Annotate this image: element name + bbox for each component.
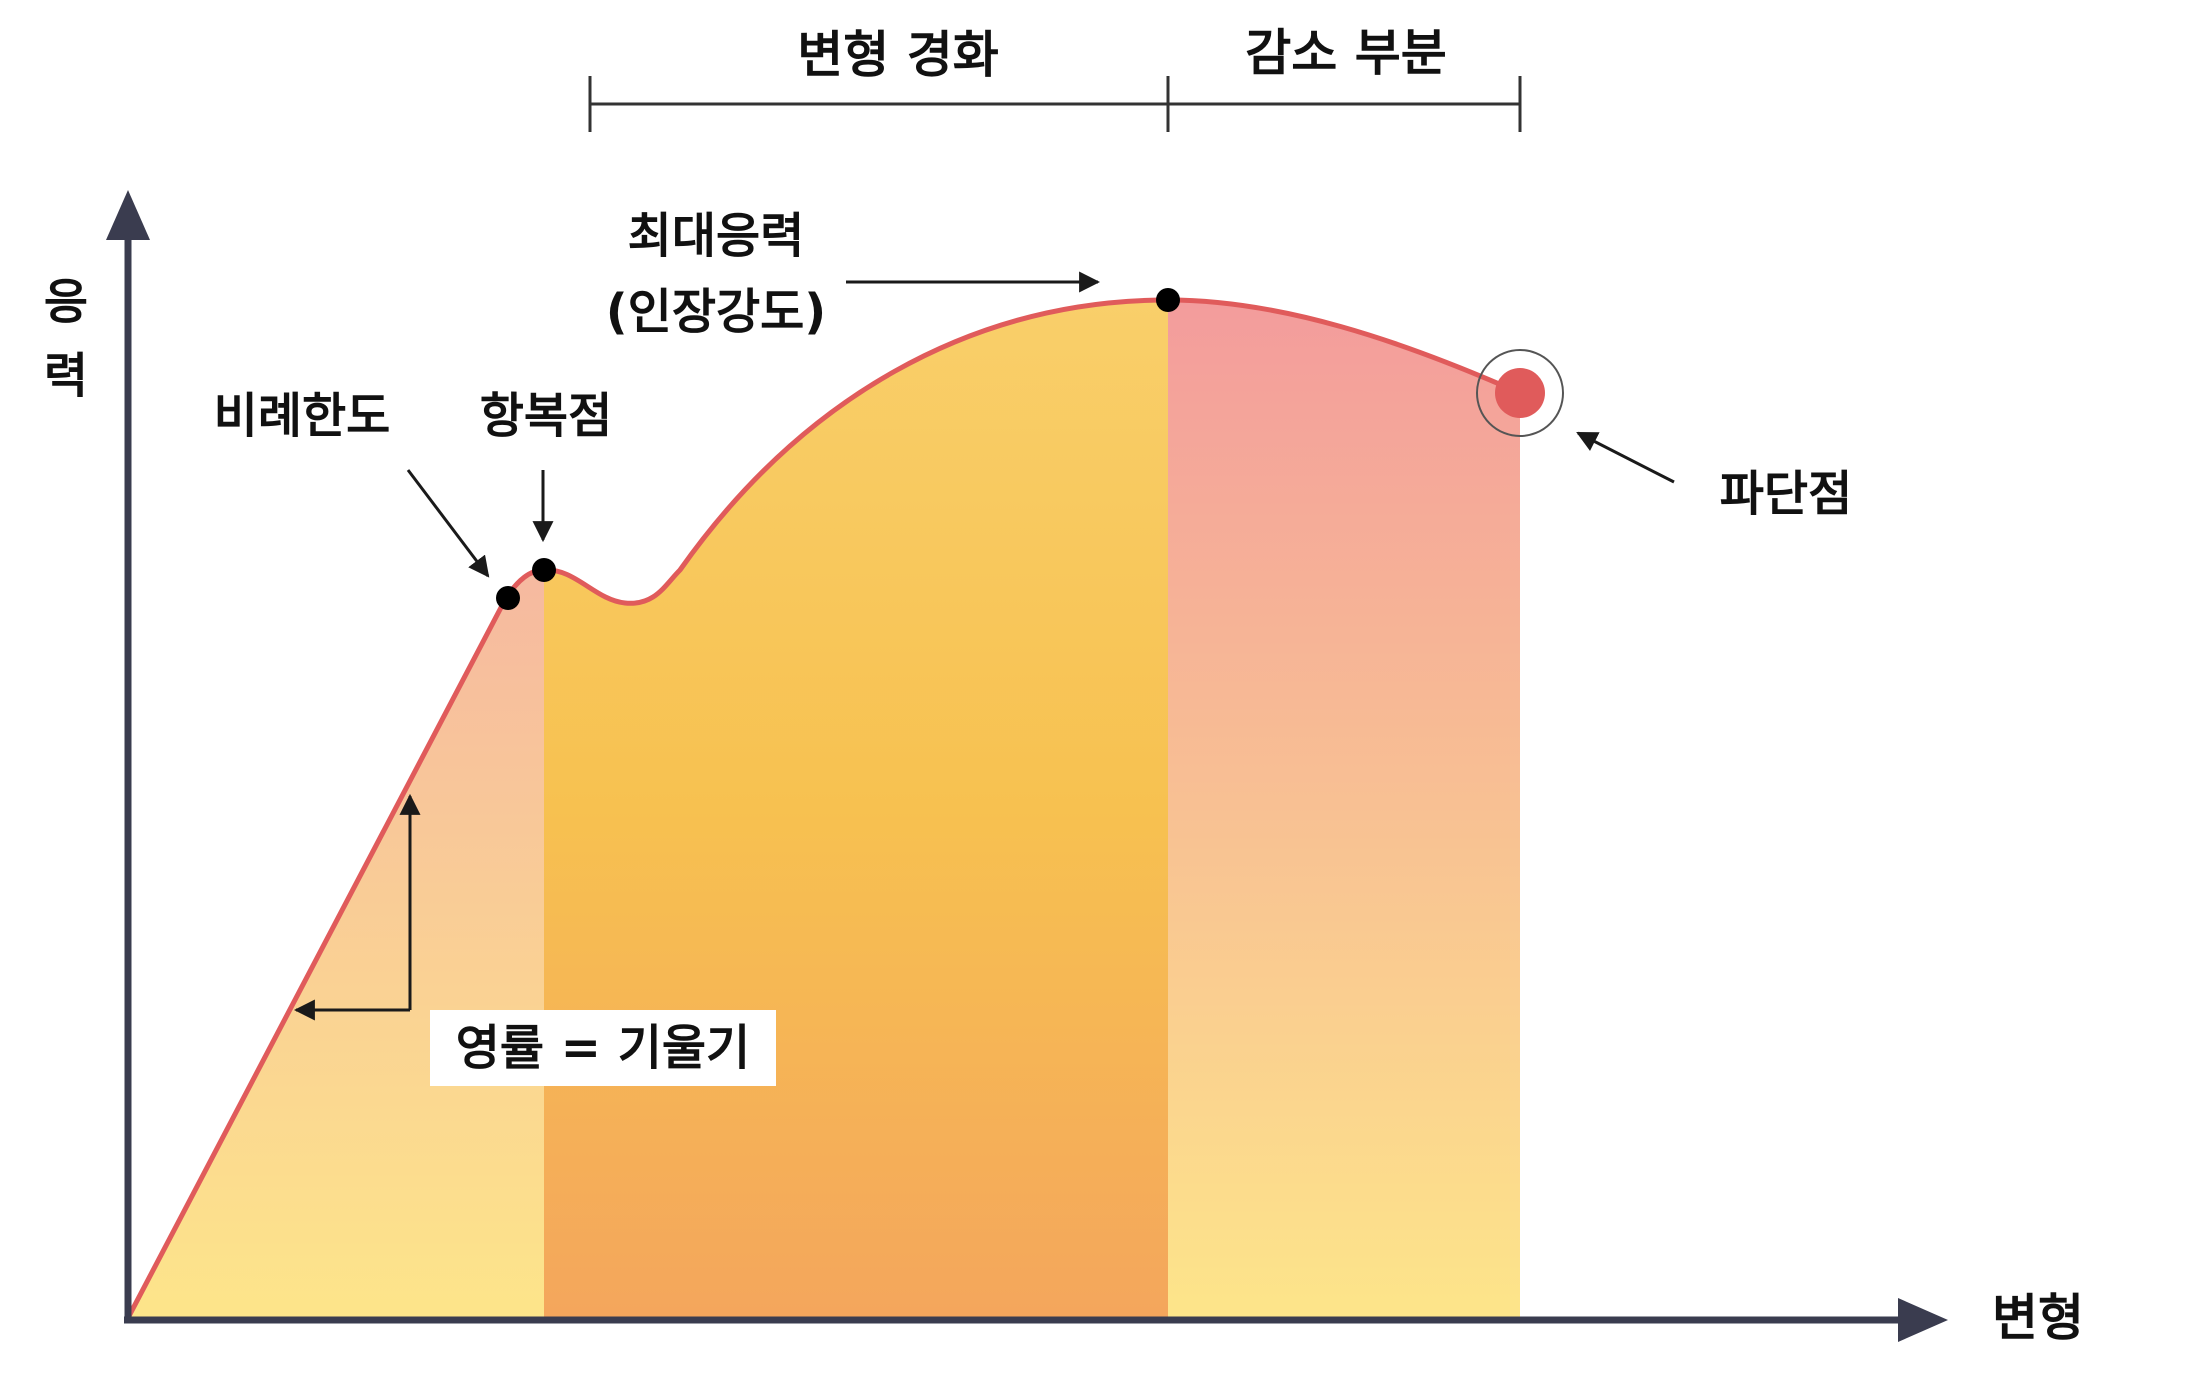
x-axis-arrow-icon [1898,1298,1948,1342]
region-label-strain-hardening: 변형 경화 [797,26,998,84]
label-yield-point: 항복점 [480,388,612,444]
x-axis-label: 변형 [1992,1289,2084,1347]
label-youngs-modulus: 영률 = 기울기 [456,1020,750,1076]
arrow-proportional-limit [406,469,490,578]
modulus-label-box [430,1010,776,1086]
label-proportional-limit: 비례한도 [214,388,391,444]
stress-strain-curve [125,297,1523,1321]
hardening-region [544,300,1168,1318]
region-label-necking: 감소 부분 [1245,24,1446,82]
y-axis-label-char-1: 응 [44,274,88,330]
proportional-limit-point [496,586,520,610]
elastic-region [128,570,544,1318]
region-bracket [588,76,1522,132]
yield-point [532,558,556,582]
fracture-point-ring [1476,349,1564,437]
label-max-stress: 최대응력 [628,208,805,264]
max-stress-point [1156,288,1180,312]
arrow-fracture-point [1576,431,1675,484]
label-fracture-point: 파단점 [1720,466,1852,522]
label-tensile-strength: (인장강도) [606,284,827,340]
necking-region [1168,300,1520,1318]
y-axis-label-char-2: 력 [44,348,88,404]
y-axis-arrow-icon [106,190,150,240]
fracture-point-marker [1495,368,1545,418]
